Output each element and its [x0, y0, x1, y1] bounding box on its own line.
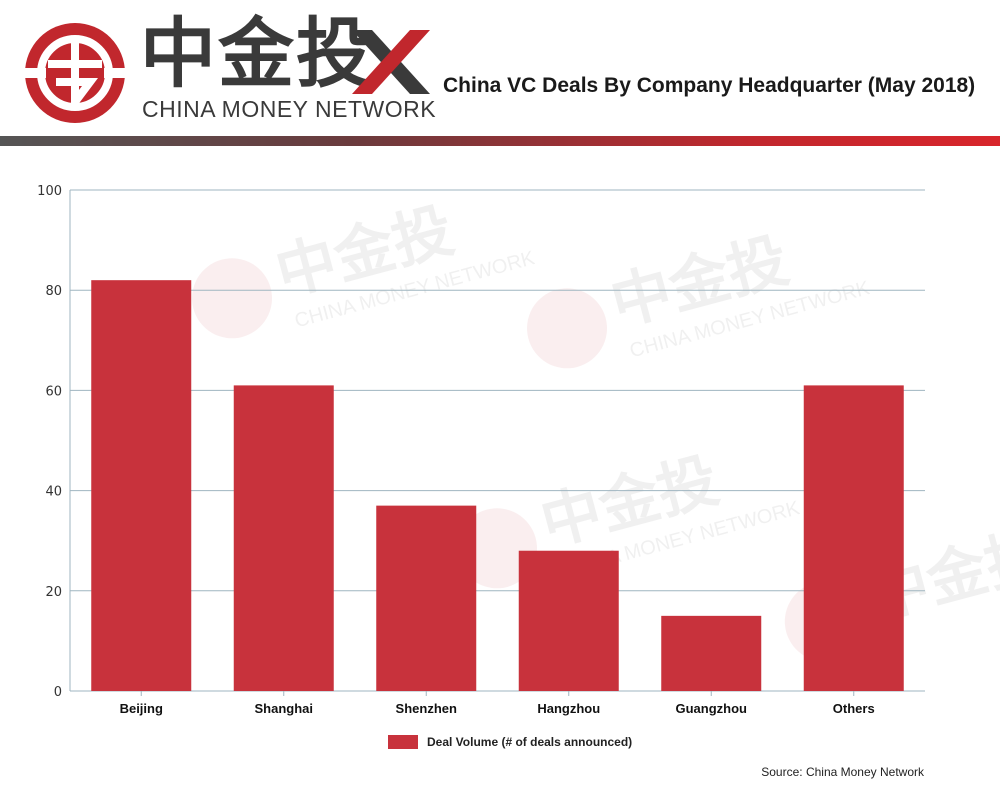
y-tick-label: 40 — [45, 485, 62, 500]
legend: Deal Volume (# of deals announced) — [388, 735, 632, 749]
bar-others — [803, 385, 904, 691]
x-tick-label: Beijing — [120, 701, 163, 716]
logo-x-icon — [352, 30, 430, 94]
bar-shenzhen — [376, 505, 477, 691]
logo-chinese-text: 中金投 — [140, 9, 374, 98]
legend-swatch — [388, 735, 418, 749]
legend-label: Deal Volume (# of deals announced) — [427, 735, 633, 749]
bar-shanghai — [233, 385, 334, 691]
bar-beijing — [91, 280, 192, 691]
logo-english-text: CHINA MONEY NETWORK — [142, 96, 437, 122]
bar-guangzhou — [661, 615, 762, 691]
header-divider — [0, 136, 1000, 146]
x-tick-label: Hangzhou — [537, 701, 600, 716]
china-money-network-logo-icon — [22, 23, 128, 123]
bar-chart: 0 20 40 60 80 100 Beijing Shanghai Shenzhen Hangz… — [37, 184, 925, 716]
x-tick-label: Guangzhou — [676, 701, 748, 716]
y-tick-label: 0 — [54, 685, 62, 700]
x-tick-label: Others — [833, 701, 875, 716]
y-tick-label: 80 — [45, 284, 62, 299]
y-tick-label: 60 — [45, 384, 62, 399]
source-note: Source: China Money Network — [761, 765, 924, 779]
x-tick-label: Shenzhen — [396, 701, 457, 716]
bar-hangzhou — [518, 550, 619, 691]
header: 中金投 CHINA MONEY NETWORK China VC Deals B… — [0, 0, 1000, 136]
y-tick-label: 100 — [37, 184, 62, 199]
x-tick-label: Shanghai — [254, 701, 313, 716]
chart-title: China VC Deals By Company Headquarter (M… — [443, 74, 976, 97]
y-tick-label: 20 — [45, 585, 62, 600]
